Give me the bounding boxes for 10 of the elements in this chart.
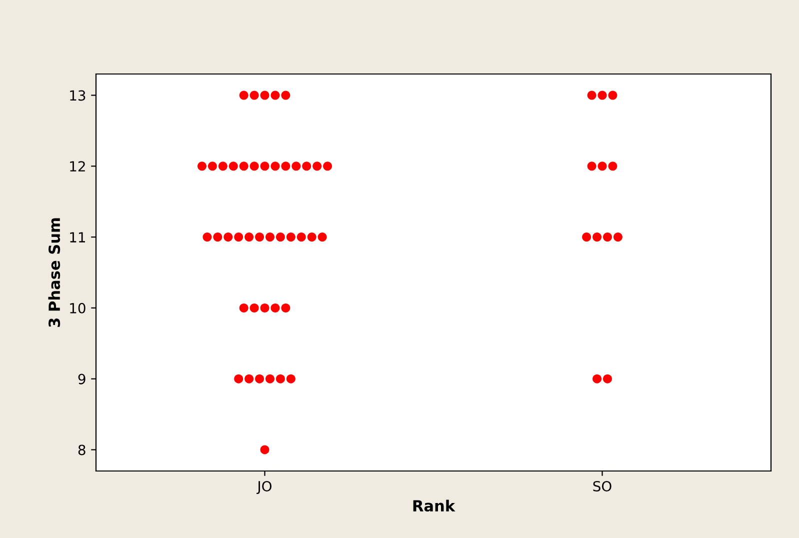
y-axis-title: 3 Phase Sum [48,218,60,327]
y-tick-label: 12 [70,161,85,172]
x-tick-label: SO [593,480,612,492]
x-tick-label: JO [256,480,272,494]
y-tick-label: 8 [78,444,86,456]
y-tick-label: 10 [70,302,86,314]
y-tick-label: 13 [70,90,86,101]
y-tick-label: 9 [78,374,86,384]
x-axis-title: Rank [413,500,456,512]
y-tick-label: 11 [70,232,85,242]
